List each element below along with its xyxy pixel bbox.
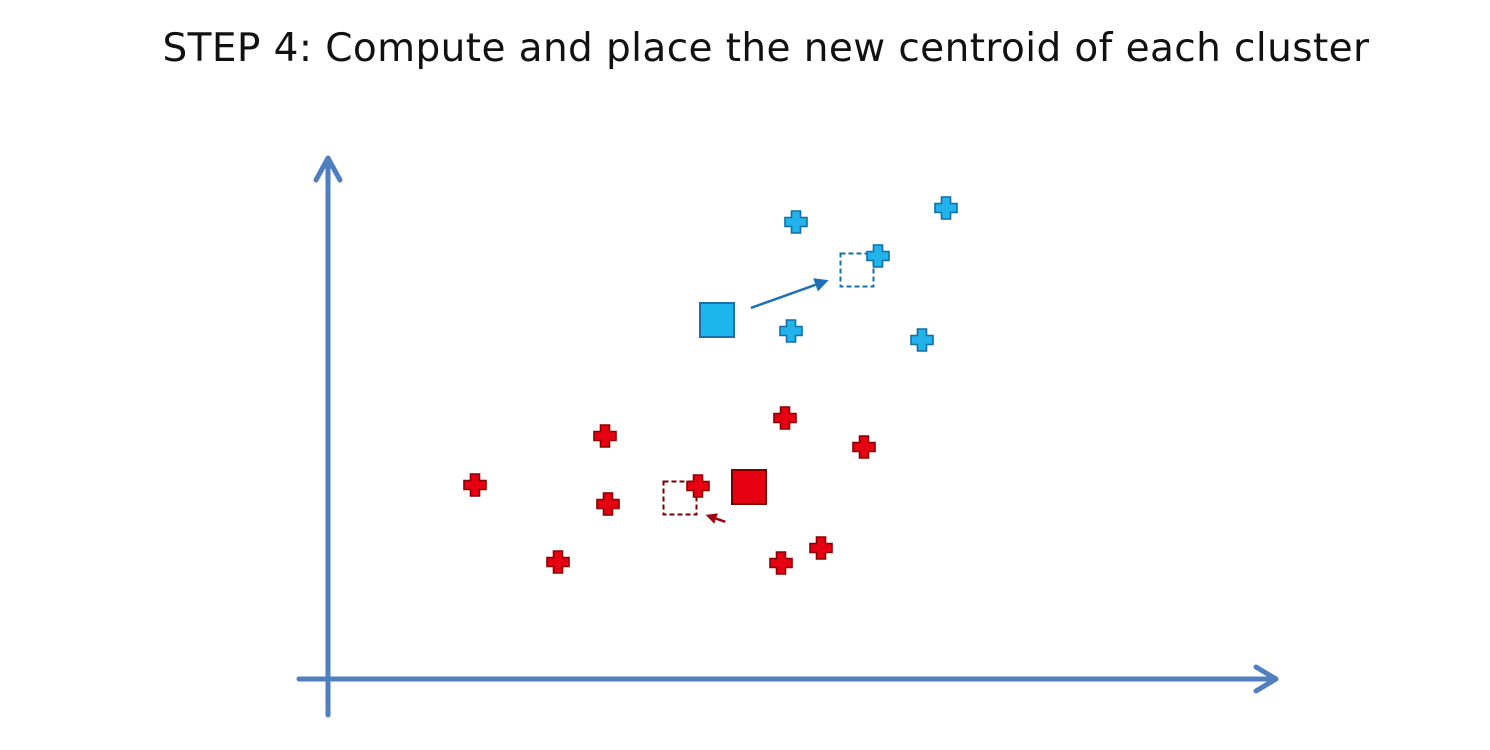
blue-data-point bbox=[910, 328, 934, 352]
blue-new-centroid bbox=[839, 252, 875, 288]
blue-centroid-move-arrow-head bbox=[813, 278, 829, 292]
blue-data-point bbox=[784, 210, 808, 234]
blue-cluster bbox=[699, 196, 958, 352]
red-old-centroid bbox=[731, 469, 767, 505]
y-axis-arrowhead bbox=[313, 155, 343, 183]
red-data-point bbox=[852, 435, 876, 459]
blue-data-point bbox=[779, 319, 803, 343]
blue-data-point bbox=[934, 196, 958, 220]
red-centroid-move-arrow-head bbox=[705, 513, 718, 524]
blue-centroid-move-arrow-shaft bbox=[750, 283, 816, 310]
red-cluster bbox=[463, 406, 876, 575]
red-data-point bbox=[463, 473, 487, 497]
red-new-centroid bbox=[662, 480, 698, 516]
red-centroid-move-arrow-shaft bbox=[715, 517, 726, 523]
axes bbox=[296, 155, 1279, 718]
red-data-point bbox=[809, 536, 833, 560]
red-data-point bbox=[593, 424, 617, 448]
red-data-point bbox=[769, 551, 793, 575]
red-data-point bbox=[596, 492, 620, 516]
red-centroid-move-arrow bbox=[705, 513, 726, 524]
blue-centroid-move-arrow bbox=[750, 278, 829, 310]
x-axis-arrowhead bbox=[1253, 664, 1279, 694]
clusters-layer bbox=[463, 196, 958, 575]
red-data-point bbox=[546, 550, 570, 574]
slide-title: STEP 4: Compute and place the new centro… bbox=[162, 26, 1370, 71]
red-data-point bbox=[686, 474, 710, 498]
red-data-point bbox=[773, 406, 797, 430]
blue-old-centroid bbox=[699, 302, 735, 338]
blue-data-point bbox=[866, 244, 890, 268]
